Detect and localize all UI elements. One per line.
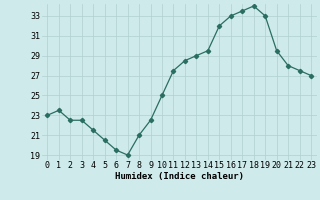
- X-axis label: Humidex (Indice chaleur): Humidex (Indice chaleur): [115, 172, 244, 181]
